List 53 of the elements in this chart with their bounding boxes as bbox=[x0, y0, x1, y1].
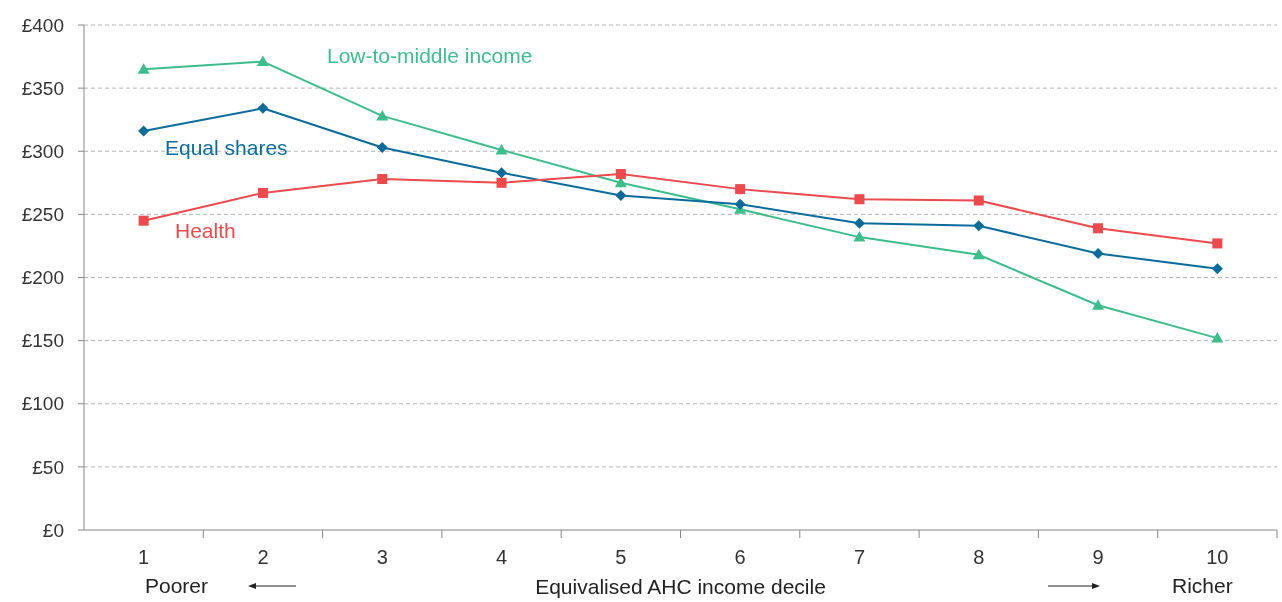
y-tick-label: £0 bbox=[42, 519, 64, 541]
point bbox=[1092, 299, 1105, 310]
point bbox=[137, 63, 150, 74]
point bbox=[615, 168, 626, 179]
x-tick-label: 3 bbox=[376, 546, 388, 568]
point bbox=[1211, 332, 1224, 343]
text: Poorer bbox=[145, 574, 209, 597]
x-tick-label: 4 bbox=[495, 546, 508, 568]
point bbox=[615, 189, 627, 201]
point bbox=[257, 187, 268, 198]
point bbox=[854, 194, 865, 205]
point bbox=[256, 55, 269, 67]
point bbox=[735, 184, 746, 195]
point bbox=[973, 220, 985, 232]
y-tick-label: £400 bbox=[21, 14, 64, 36]
point bbox=[376, 109, 389, 121]
point bbox=[377, 174, 388, 185]
y-tick-label: £250 bbox=[21, 204, 64, 226]
x-tick-label: 5 bbox=[615, 546, 627, 568]
point bbox=[1092, 248, 1104, 260]
x-axis-title: Equivalised AHC income decile bbox=[535, 575, 826, 598]
point bbox=[138, 125, 150, 137]
x-tick-label: 8 bbox=[973, 546, 985, 568]
point bbox=[496, 167, 508, 179]
y-tick-label: £100 bbox=[21, 393, 64, 415]
point bbox=[972, 248, 985, 260]
point bbox=[853, 231, 866, 242]
series-label: Equal shares bbox=[165, 136, 288, 159]
x-tick-label: 7 bbox=[853, 546, 866, 568]
point bbox=[1211, 263, 1223, 275]
y-tick-label: £200 bbox=[21, 267, 64, 289]
y-tick-label: £150 bbox=[21, 330, 64, 352]
point bbox=[1212, 238, 1223, 249]
point bbox=[734, 198, 746, 210]
text: Richer bbox=[1172, 574, 1233, 597]
point bbox=[495, 143, 508, 155]
series-label: Health bbox=[175, 219, 236, 242]
point bbox=[853, 217, 865, 229]
point bbox=[138, 215, 149, 226]
y-tick-label: £350 bbox=[21, 77, 64, 99]
series-label: Low-to-middle income bbox=[327, 44, 533, 67]
point bbox=[257, 102, 269, 114]
y-tick-label: £300 bbox=[21, 140, 64, 162]
x-tick-label: 9 bbox=[1092, 546, 1104, 568]
point bbox=[496, 177, 507, 188]
point bbox=[1093, 223, 1104, 234]
x-tick-label: 6 bbox=[734, 546, 746, 568]
point bbox=[376, 141, 388, 153]
x-tick-label: 1 bbox=[138, 546, 150, 568]
x-tick-label: 10 bbox=[1206, 546, 1229, 568]
point bbox=[973, 195, 984, 206]
x-tick-label: 2 bbox=[257, 546, 269, 568]
y-tick-label: £50 bbox=[32, 456, 64, 478]
